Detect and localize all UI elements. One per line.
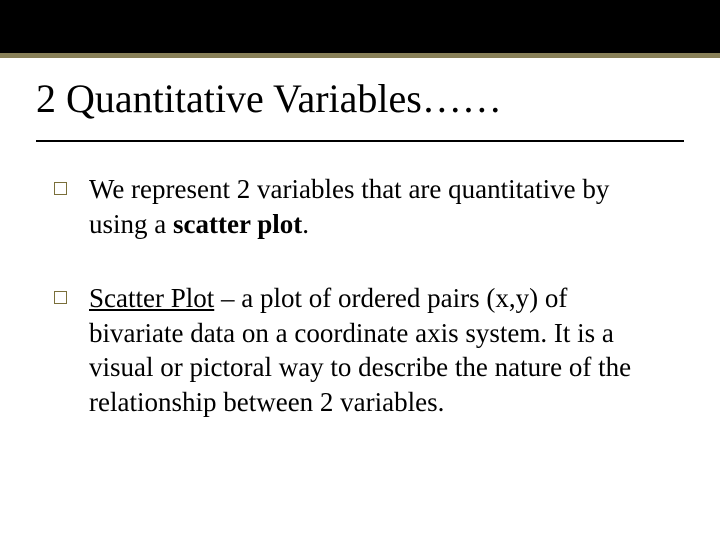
bullet-square-icon <box>54 182 67 195</box>
list-item: Scatter Plot – a plot of ordered pairs (… <box>54 281 666 419</box>
slide-title: 2 Quantitative Variables…… <box>36 76 684 122</box>
list-item: We represent 2 variables that are quanti… <box>54 172 666 241</box>
bullet-text: We represent 2 variables that are quanti… <box>89 172 666 241</box>
title-block: 2 Quantitative Variables…… <box>0 58 720 130</box>
top-band <box>0 0 720 58</box>
slide: 2 Quantitative Variables…… We represent … <box>0 0 720 540</box>
slide-body: We represent 2 variables that are quanti… <box>0 142 720 419</box>
bullet-square-icon <box>54 291 67 304</box>
bullet-text: Scatter Plot – a plot of ordered pairs (… <box>89 281 666 419</box>
